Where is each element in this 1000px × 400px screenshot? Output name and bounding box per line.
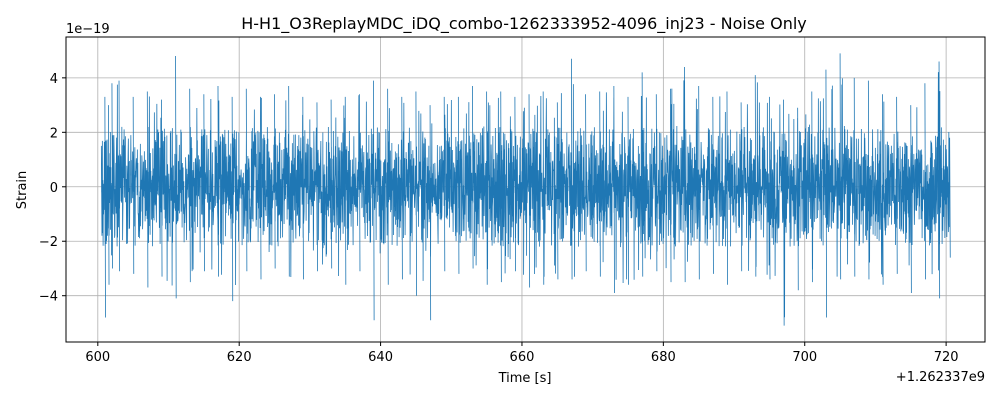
y-scale-label: 1e−19 <box>66 22 110 37</box>
y-axis-ticks: −4 −2 0 2 4 <box>39 72 66 305</box>
series-strain <box>100 53 951 326</box>
y-tick-label: 0 <box>50 181 58 196</box>
y-tick-label: −4 <box>39 290 58 305</box>
x-axis-label: Time [s] <box>498 371 552 386</box>
x-tick-label: 620 <box>227 350 252 365</box>
x-tick-label: 720 <box>934 350 959 365</box>
y-axis-label: Strain <box>15 171 30 210</box>
x-tick-label: 700 <box>792 350 817 365</box>
y-tick-label: 2 <box>50 126 58 141</box>
chart-title: H-H1_O3ReplayMDC_iDQ_combo-1262333952-40… <box>241 14 807 34</box>
y-tick-label: 4 <box>50 72 58 87</box>
series-line <box>100 53 951 326</box>
x-tick-label: 640 <box>368 350 393 365</box>
x-axis-ticks: 600 620 640 660 680 700 720 <box>85 342 959 365</box>
y-tick-label: −2 <box>39 235 58 250</box>
plot-frame <box>65 36 986 343</box>
x-offset-label: +1.262337e9 <box>896 370 985 385</box>
x-tick-label: 680 <box>651 350 676 365</box>
x-tick-label: 660 <box>510 350 535 365</box>
x-tick-label: 600 <box>85 350 110 365</box>
